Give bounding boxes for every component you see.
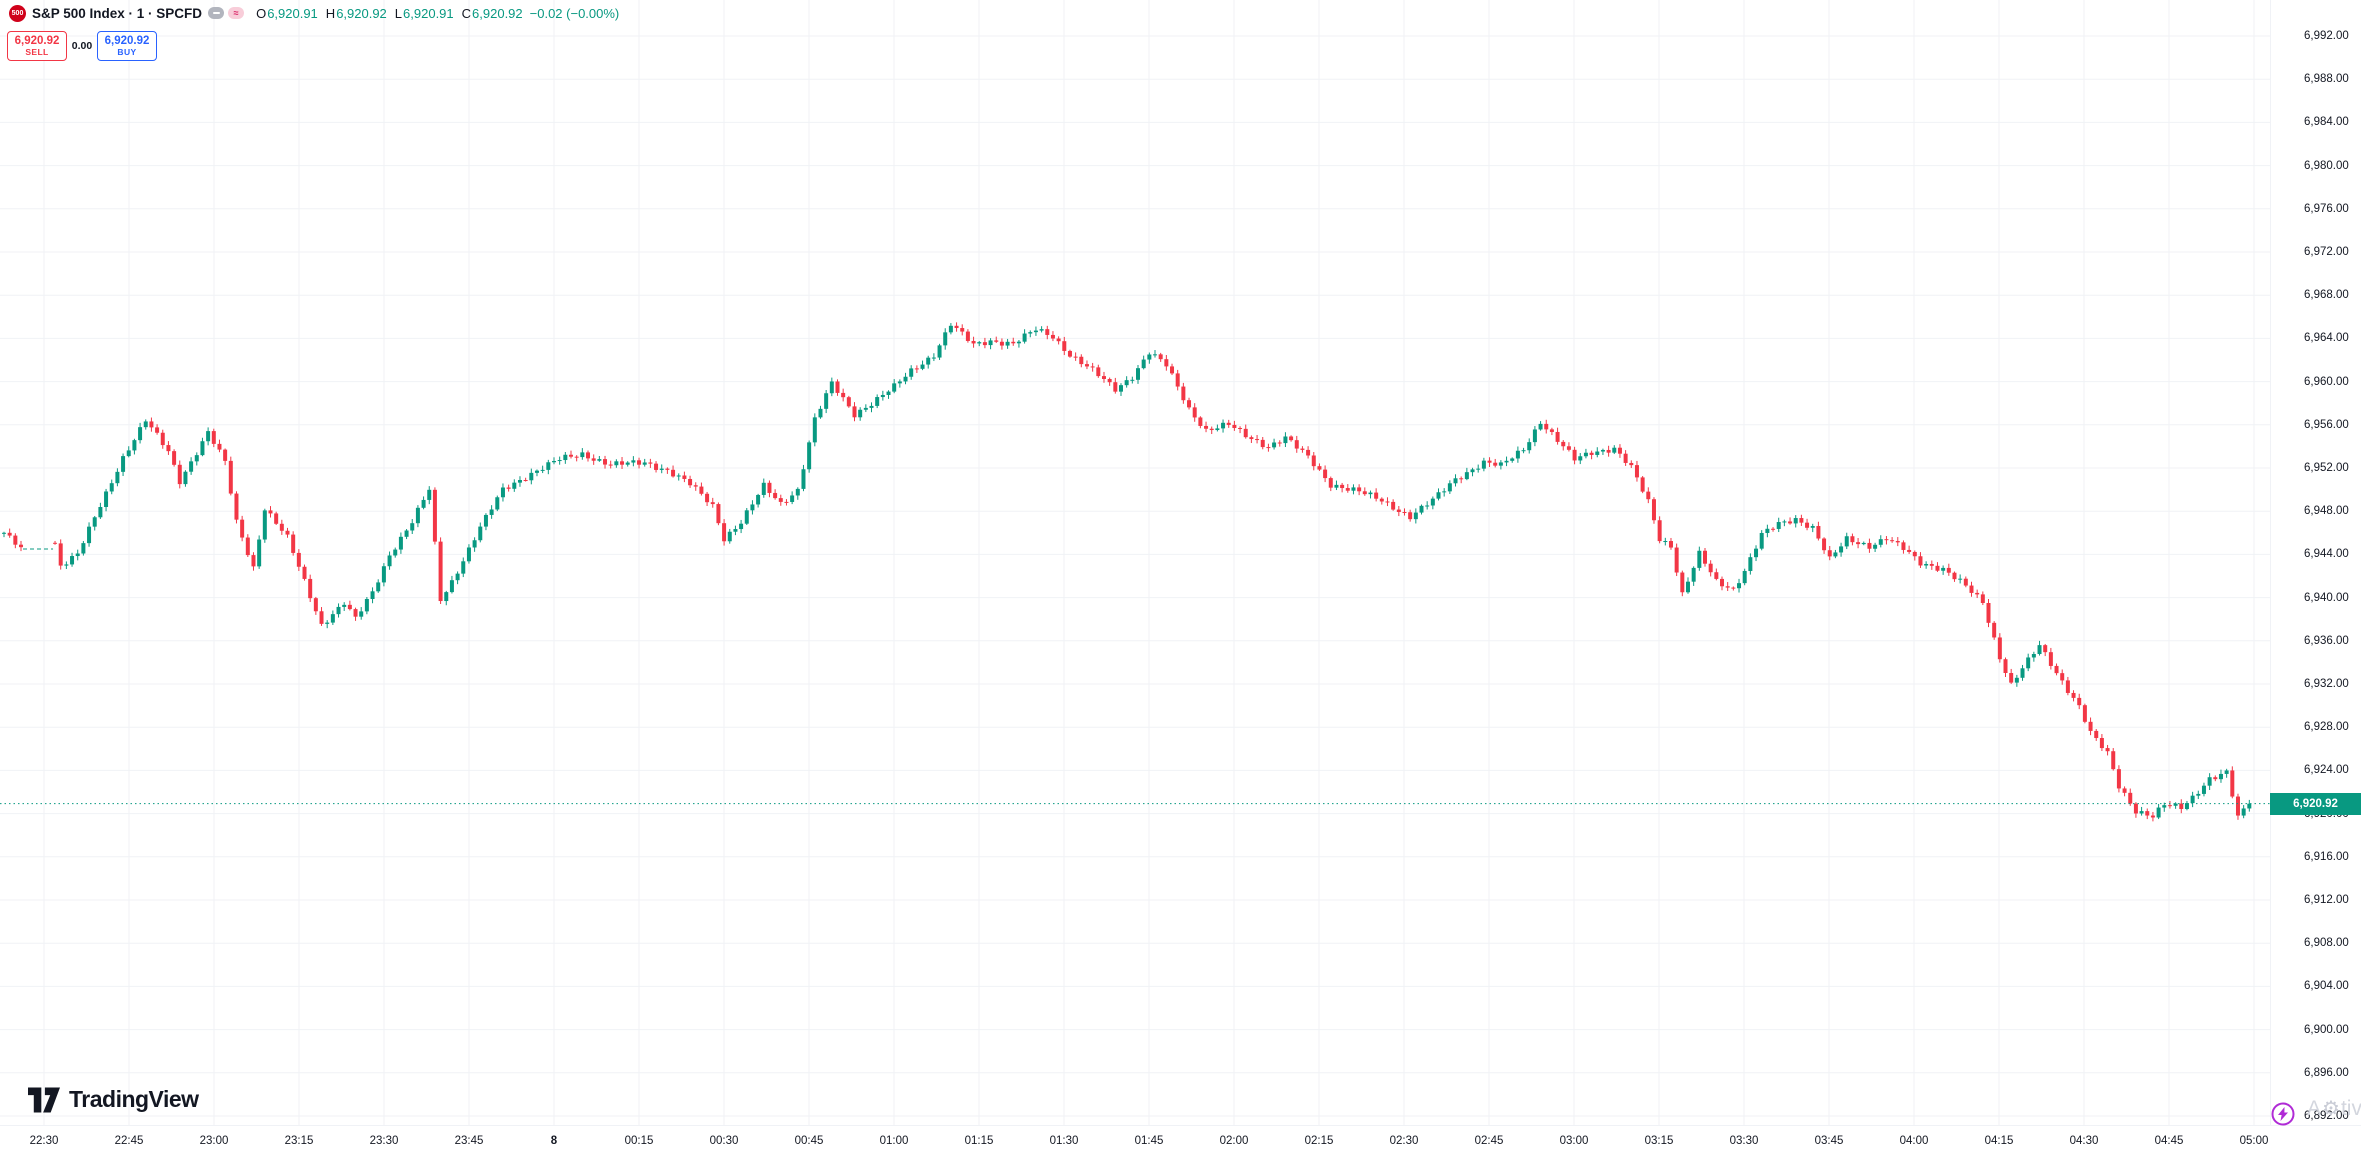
price-tick: 6,908.00	[2304, 937, 2349, 950]
time-tick: 03:30	[1729, 1135, 1759, 1147]
price-tick: 6,968.00	[2304, 289, 2349, 302]
time-tick: 00:45	[794, 1135, 824, 1147]
high-value: 6,920.92	[336, 5, 387, 21]
price-tick: 6,992.00	[2304, 30, 2349, 42]
flash-button[interactable]	[2270, 1101, 2296, 1127]
spread-value: 0.00	[71, 40, 93, 52]
time-tick: 02:30	[1389, 1135, 1419, 1147]
watermark-suffix: tiva	[2340, 1096, 2361, 1120]
last-price-value: 6,920.92	[2293, 797, 2338, 810]
gear-icon: ⚙	[2322, 1098, 2340, 1120]
price-tick: 6,956.00	[2304, 418, 2349, 431]
time-tick: 04:45	[2154, 1135, 2184, 1147]
time-tick: 03:45	[1814, 1135, 1844, 1147]
price-tick: 6,932.00	[2304, 678, 2349, 690]
tradingview-glyph-icon	[28, 1087, 60, 1112]
low-label: L	[394, 5, 403, 21]
tradingview-logo[interactable]: TradingView	[28, 1086, 199, 1113]
tradingview-logo-text: TradingView	[69, 1086, 199, 1112]
buy-price: 6,920.92	[104, 34, 150, 47]
time-tick: 01:15	[964, 1135, 994, 1147]
price-tick: 6,976.00	[2304, 202, 2349, 215]
price-tick: 6,928.00	[2304, 721, 2349, 734]
price-tick: 6,940.00	[2304, 591, 2349, 604]
time-tick: 02:00	[1219, 1135, 1249, 1147]
sell-label: SELL	[25, 47, 49, 58]
price-tick: 6,980.00	[2304, 159, 2349, 172]
buy-button[interactable]: 6,920.92 BUY	[97, 31, 157, 61]
market-closed-icon[interactable]	[208, 7, 225, 19]
last-price-tag: 6,920.92	[2270, 792, 2361, 815]
ohlc-readout: O 6,920.91 H 6,920.92 L 6,920.91 C 6,920.92 …	[256, 6, 619, 21]
close-value: 6,920.92	[472, 5, 523, 21]
time-tick: 04:15	[1984, 1135, 2014, 1147]
high-label: H	[325, 5, 336, 21]
time-tick: 23:15	[284, 1135, 314, 1147]
time-tick: 05:00	[2239, 1135, 2269, 1147]
low-value: 6,920.91	[403, 5, 454, 21]
trade-panel: 6,920.92 SELL 0.00 6,920.92 BUY	[7, 31, 157, 61]
time-tick: 22:45	[114, 1135, 144, 1147]
time-tick: 01:30	[1049, 1135, 1079, 1147]
time-tick: 01:45	[1134, 1135, 1164, 1147]
price-tick: 6,900.00	[2304, 1023, 2349, 1036]
price-tick: 6,948.00	[2304, 505, 2349, 518]
price-tick: 6,912.00	[2304, 894, 2349, 906]
lightning-icon	[2271, 1102, 2295, 1126]
time-tick: 04:00	[1899, 1135, 1929, 1147]
time-axis[interactable]: 22:30 22:45 23:00 23:15 23:30 23:45 8 00:15 00:3…	[0, 1125, 2361, 1156]
sell-button[interactable]: 6,920.92 SELL	[7, 31, 67, 61]
time-tick: 23:00	[199, 1135, 229, 1147]
time-tick: 03:15	[1644, 1135, 1674, 1147]
price-tick: 6,892.00	[2304, 1110, 2349, 1122]
time-tick: 04:30	[2069, 1135, 2099, 1147]
time-tick: 01:00	[879, 1135, 909, 1147]
watermark: A ⚙ tiva	[2307, 1096, 2361, 1121]
price-tick: 6,944.00	[2304, 548, 2349, 561]
price-tick: 6,952.00	[2304, 462, 2349, 474]
change-value: −0.02 (−0.00%)	[529, 5, 620, 21]
time-tick: 02:45	[1474, 1135, 1504, 1147]
time-tick: 23:30	[369, 1135, 399, 1147]
symbol-header: 500 S&P 500 Index · 1 · SPCFD ≈ O 6,920.9…	[9, 3, 619, 23]
time-tick: 8	[550, 1135, 558, 1147]
close-label: C	[461, 5, 472, 21]
time-tick: 23:45	[454, 1135, 484, 1147]
price-tick: 6,904.00	[2304, 980, 2349, 993]
time-tick: 22:30	[29, 1135, 59, 1147]
open-value: 6,920.91	[267, 5, 318, 21]
price-tick: 6,988.00	[2304, 73, 2349, 86]
dash-icon	[212, 12, 220, 14]
time-tick: 00:30	[709, 1135, 739, 1147]
sell-price: 6,920.92	[14, 34, 60, 47]
price-axis[interactable]: 6,992.00 6,988.00 6,984.00 6,980.00 6,976.00…	[2270, 0, 2361, 1125]
price-tick: 6,936.00	[2304, 634, 2349, 647]
open-label: O	[256, 5, 267, 21]
price-tick: 6,896.00	[2304, 1066, 2349, 1079]
watermark-prefix: A	[2307, 1096, 2322, 1120]
delayed-data-icon[interactable]: ≈	[228, 7, 245, 19]
price-tick: 6,972.00	[2304, 246, 2349, 258]
price-tick: 6,916.00	[2304, 850, 2349, 863]
symbol-title[interactable]: S&P 500 Index · 1 · SPCFD	[32, 5, 203, 21]
time-tick: 03:00	[1559, 1135, 1589, 1147]
price-tick: 6,964.00	[2304, 332, 2349, 345]
time-tick: 00:15	[624, 1135, 654, 1147]
price-tick: 6,984.00	[2304, 116, 2349, 129]
sp500-logo-icon: 500	[9, 4, 26, 22]
buy-label: BUY	[117, 47, 137, 58]
time-tick: 02:15	[1304, 1135, 1334, 1147]
price-tick: 6,924.00	[2304, 764, 2349, 777]
price-tick: 6,960.00	[2304, 375, 2349, 388]
